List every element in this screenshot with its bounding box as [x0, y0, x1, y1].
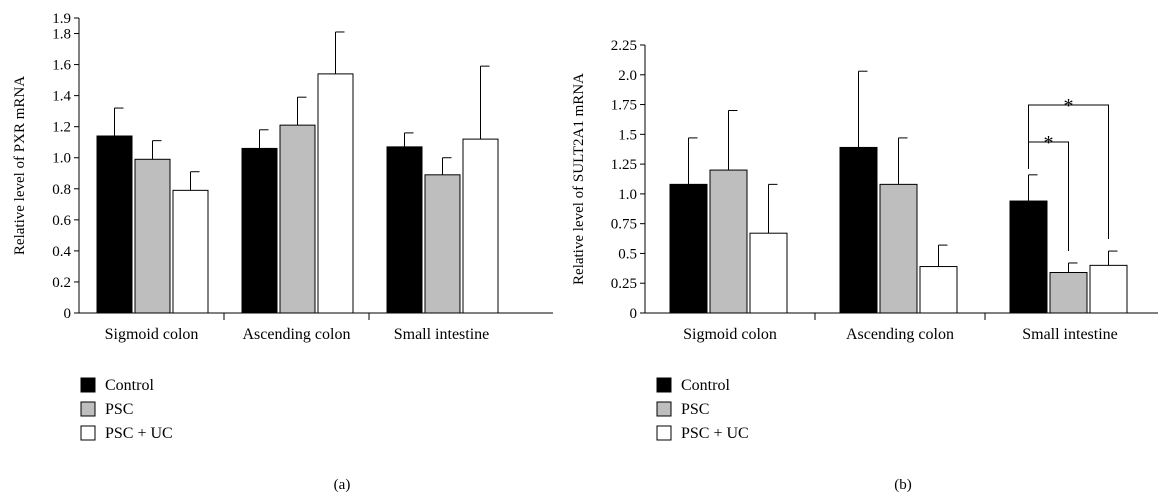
bar-sigmoid-colon-psc-uc	[749, 232, 788, 314]
y-tick-label: 0.4	[52, 244, 71, 260]
bar-sigmoid-colon-control	[669, 183, 708, 314]
x-tick-label-small-intestine: Small intestine	[394, 326, 490, 343]
y-tick-label: 0	[64, 306, 72, 322]
y-tick-label: 0.25	[611, 276, 637, 292]
bar-ascending-colon-psc-uc	[919, 266, 958, 314]
legend-label-psc: PSC	[681, 401, 709, 418]
y-axis-title: Relative level of SULT2A1 mRNA	[571, 73, 587, 285]
legend-label-psc-uc: PSC + UC	[681, 425, 749, 442]
legend-label-psc: PSC	[105, 401, 133, 418]
bar-sigmoid-colon-psc	[134, 158, 171, 314]
chart-panel-b: 0 0.25 0.5 0.75 1.0 1.25 1.5 1.75 2.0 2.25 Relativ…	[571, 38, 1158, 493]
y-tick-label: 1.75	[611, 98, 637, 114]
bar-ascending-colon-psc-uc	[317, 73, 354, 314]
y-tick-label: 1.8	[52, 27, 71, 43]
x-tick-label-small-intestine: Small intestine	[1022, 326, 1118, 343]
legend-label-psc-uc: PSC + UC	[105, 425, 173, 442]
significance-star: *	[1064, 95, 1074, 117]
bar-ascending-colon-psc	[879, 183, 918, 314]
legend-label-control: Control	[105, 377, 154, 394]
bar-ascending-colon-control	[839, 146, 878, 314]
y-tick-label: 0.75	[611, 217, 637, 233]
bar-small-intestine-control	[1009, 200, 1048, 314]
x-tick-label-ascending-colon: Ascending colon	[846, 326, 954, 343]
significance-bracket	[1028, 104, 1109, 240]
legend-swatch-psc-uc	[656, 425, 672, 441]
panel-label: (b)	[894, 477, 912, 493]
y-axis-title: Relative level of PXR mRNA	[12, 76, 28, 255]
bar-small-intestine-psc-uc	[1089, 264, 1128, 314]
y-tick-label: 1.25	[611, 157, 637, 173]
y-tick-label: 0.6	[52, 213, 71, 229]
x-tick-label-sigmoid-colon: Sigmoid colon	[105, 326, 199, 343]
y-tick-label: 0.5	[618, 246, 637, 262]
legend-swatch-control	[80, 377, 96, 393]
bar-small-intestine-psc	[1049, 272, 1088, 314]
bar-sigmoid-colon-control	[96, 135, 133, 314]
y-tick-label: 2.25	[611, 38, 637, 54]
panel-label: (a)	[334, 477, 351, 493]
y-tick-label: 1.6	[52, 58, 71, 74]
legend-swatch-psc-uc	[80, 425, 96, 441]
x-tick-label-sigmoid-colon: Sigmoid colon	[683, 326, 777, 343]
y-tick-label: 1.2	[52, 120, 71, 136]
y-tick-label: 2.0	[618, 68, 637, 84]
y-tick-label: 1.0	[618, 187, 637, 203]
legend-swatch-psc	[80, 401, 96, 417]
chart-panel-a: 0 0.2 0.4 0.6 0.8 1.0 1.2 1.4 1.6 1.81.9 Relative …	[12, 11, 553, 493]
significance-star: *	[1044, 132, 1054, 154]
bar-sigmoid-colon-psc	[709, 169, 748, 314]
bar-small-intestine-psc-uc	[462, 138, 499, 314]
legend-swatch-psc	[656, 401, 672, 417]
bar-small-intestine-control	[386, 146, 423, 314]
bar-ascending-colon-control	[241, 147, 278, 314]
y-tick-label: 0.8	[52, 182, 71, 198]
y-tick-label: 1.4	[52, 89, 71, 105]
bar-small-intestine-psc	[424, 174, 461, 314]
y-tick-label: 0	[630, 306, 638, 322]
legend-label-control: Control	[681, 377, 730, 394]
y-tick-label: 1.9	[52, 11, 71, 27]
bar-sigmoid-colon-psc-uc	[172, 189, 209, 314]
y-tick-label: 0.2	[52, 275, 71, 291]
y-tick-label: 1.0	[52, 151, 71, 167]
bar-ascending-colon-psc	[279, 124, 316, 314]
x-tick-label-ascending-colon: Ascending colon	[243, 326, 351, 343]
y-tick-label: 1.5	[618, 127, 637, 143]
legend-swatch-control	[656, 377, 672, 393]
